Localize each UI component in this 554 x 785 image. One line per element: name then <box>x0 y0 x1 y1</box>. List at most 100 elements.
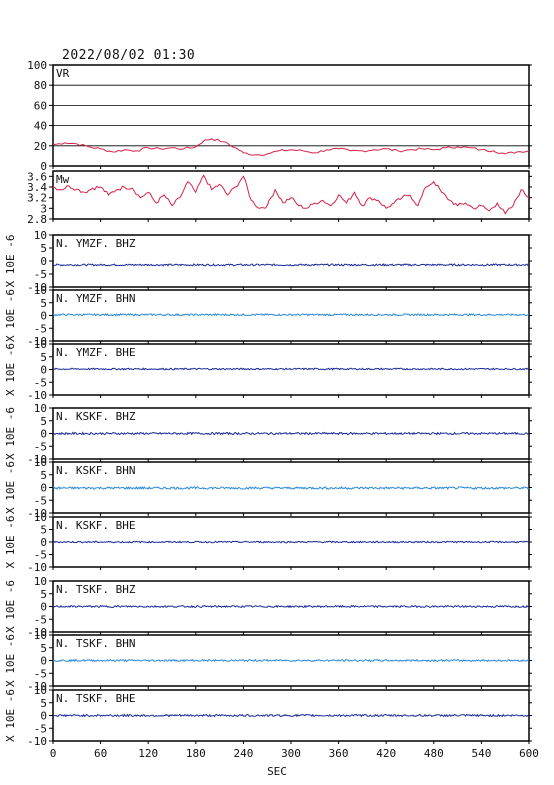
panel-vr-label: VR <box>56 67 70 80</box>
panel-vr-ytick-label: 80 <box>34 79 47 92</box>
panel-n-tskf-bhn-ytick-label: 10 <box>34 629 47 642</box>
x-axis-label: SEC <box>267 765 287 778</box>
panel-n-tskf-bhn-ytick-label: 0 <box>40 655 47 668</box>
panel-n-kskf-bhz-label: N. KSKF. BHZ <box>56 410 136 423</box>
chart-title: 2022/08/02 01:30 <box>62 48 196 63</box>
panel-vr-ytick-label: 40 <box>34 120 47 133</box>
panel-n-tskf-bhe-label: N. TSKF. BHE <box>56 692 135 705</box>
panel-n-ymzf-bhe-ytick-label: 10 <box>34 338 47 351</box>
panel-mw-ytick-label: 3.2 <box>27 192 47 205</box>
panel-mw-ytick-label: 3 <box>40 202 47 215</box>
panel-n-ymzf-bhz-series-line <box>52 263 530 267</box>
panel-n-ymzf-bhz-label: N. YMZF. BHZ <box>56 237 136 250</box>
x-tick-label: 540 <box>471 747 491 760</box>
panel-n-kskf-bhn-series-line <box>52 485 530 491</box>
panel-n-ymzf-bhn-ytick-label: -5 <box>34 322 47 335</box>
panel-vr-ytick-label: 20 <box>34 140 47 153</box>
panel-n-kskf-bhn-unit-label: X 10E -6 <box>4 461 17 514</box>
panel-n-tskf-bhz-ytick-label: 10 <box>34 575 47 588</box>
panel-vr-ytick-label: 100 <box>27 59 47 72</box>
x-tick-label: 300 <box>281 747 301 760</box>
panel-vr-ytick-label: 60 <box>34 99 47 112</box>
panel-mw-series-line <box>52 174 530 215</box>
panel-vr-ytick-label: 0 <box>40 160 47 173</box>
panel-n-tskf-bhn-ytick-label: 5 <box>40 642 47 655</box>
panel-n-tskf-bhe-series-line <box>52 713 530 718</box>
x-tick-label: 180 <box>186 747 206 760</box>
panel-n-tskf-bhe-ytick-label: -5 <box>34 722 47 735</box>
panel-n-kskf-bhe-ytick-label: 0 <box>40 536 47 549</box>
panel-n-tskf-bhz-ytick-label: 0 <box>40 601 47 614</box>
panel-n-tskf-bhz-ytick-label: 5 <box>40 588 47 601</box>
panel-n-kskf-bhe-ytick-label: -10 <box>27 561 47 574</box>
panel-n-tskf-bhz-series-line <box>52 604 530 609</box>
panel-n-tskf-bhn-ytick-label: -5 <box>34 667 47 680</box>
panel-n-ymzf-bhz-unit-label: X 10E -6 <box>4 235 17 288</box>
panel-n-kskf-bhe-unit-label: X 10E -6 <box>4 516 17 569</box>
panel-n-ymzf-bhe-label: N. YMZF. BHE <box>56 346 135 359</box>
x-tick-label: 240 <box>233 747 253 760</box>
panel-n-tskf-bhn-unit-label: X 10E -6 <box>4 634 17 687</box>
panel-n-kskf-bhn-ytick-label: 10 <box>34 456 47 469</box>
panel-n-ymzf-bhn-label: N. YMZF. BHN <box>56 292 135 305</box>
panel-n-kskf-bhz-ytick-label: 0 <box>40 428 47 441</box>
panel-n-tskf-bhz-ytick-label: -10 <box>27 626 47 639</box>
panel-n-kskf-bhn-ytick-label: 0 <box>40 482 47 495</box>
panel-vr-frame <box>52 64 530 167</box>
panel-n-tskf-bhn-series-line <box>52 658 530 663</box>
panel-n-tskf-bhn-ytick-label: -10 <box>27 680 47 693</box>
panel-n-ymzf-bhz-ytick-label: 10 <box>34 229 47 242</box>
panel-n-ymzf-bhz-ytick-label: 5 <box>40 242 47 255</box>
panel-n-ymzf-bhn-series-line <box>52 313 530 317</box>
panel-n-kskf-bhe-ytick-label: 10 <box>34 511 47 524</box>
panel-n-ymzf-bhe-ytick-label: 0 <box>40 364 47 377</box>
panel-n-tskf-bhe-unit-label: X 10E -6 <box>4 689 17 742</box>
panel-mw-ytick-label: 2.8 <box>27 213 47 226</box>
panel-vr-series-line <box>52 138 530 156</box>
panel-n-tskf-bhn-label: N. TSKF. BHN <box>56 637 135 650</box>
x-tick-label: 120 <box>138 747 158 760</box>
panel-mw-ytick-label: 3.6 <box>27 170 47 183</box>
x-tick-label: 420 <box>376 747 396 760</box>
panel-mw-label: Mw <box>56 173 70 186</box>
panel-n-tskf-bhz-label: N. TSKF. BHZ <box>56 583 136 596</box>
panel-mw-ytick-label: 3.4 <box>27 181 47 194</box>
panel-n-ymzf-bhn-ytick-label: 5 <box>40 297 47 310</box>
panel-n-kskf-bhe-series-line <box>52 540 530 544</box>
panel-n-ymzf-bhe-ytick-label: -10 <box>27 389 47 402</box>
panel-n-ymzf-bhn-ytick-label: 10 <box>34 284 47 297</box>
panel-n-ymzf-bhe-ytick-label: 5 <box>40 351 47 364</box>
panel-n-tskf-bhe-ytick-label: 5 <box>40 697 47 710</box>
panel-n-ymzf-bhn-ytick-label: 0 <box>40 310 47 323</box>
panel-n-kskf-bhz-unit-label: X 10E -6 <box>4 407 17 460</box>
panel-n-tskf-bhe-ytick-label: 0 <box>40 710 47 723</box>
panel-n-tskf-bhe-ytick-label: -10 <box>27 735 47 748</box>
panel-n-kskf-bhz-ytick-label: -10 <box>27 453 47 466</box>
panel-n-kskf-bhn-ytick-label: -5 <box>34 494 47 507</box>
x-tick-label: 60 <box>94 747 107 760</box>
panel-n-ymzf-bhn-ytick-label: -10 <box>27 335 47 348</box>
panel-n-ymzf-bhe-series-line <box>52 367 530 371</box>
panel-n-ymzf-bhe-ytick-label: -5 <box>34 376 47 389</box>
panel-n-kskf-bhe-ytick-label: 5 <box>40 524 47 537</box>
panel-n-kskf-bhz-ytick-label: 10 <box>34 402 47 415</box>
panel-n-kskf-bhn-label: N. KSKF. BHN <box>56 464 135 477</box>
panel-n-ymzf-bhe-unit-label: X 10E -6 <box>4 343 17 396</box>
panel-n-ymzf-bhz-ytick-label: -10 <box>27 281 47 294</box>
panel-n-ymzf-bhn-unit-label: X 10E -6 <box>4 289 17 342</box>
panel-n-tskf-bhe-ytick-label: 10 <box>34 684 47 697</box>
panel-n-kskf-bhz-ytick-label: -5 <box>34 440 47 453</box>
panel-n-kskf-bhz-series-line <box>52 431 530 436</box>
x-tick-label: 360 <box>329 747 349 760</box>
panel-n-kskf-bhz-ytick-label: 5 <box>40 415 47 428</box>
panel-n-kskf-bhn-ytick-label: -10 <box>27 507 47 520</box>
panel-n-kskf-bhe-ytick-label: -5 <box>34 549 47 562</box>
panel-n-ymzf-bhz-ytick-label: -5 <box>34 268 47 281</box>
panel-n-tskf-bhz-unit-label: X 10E -6 <box>4 580 17 633</box>
panel-n-tskf-bhz-ytick-label: -5 <box>34 613 47 626</box>
x-tick-label: 480 <box>424 747 444 760</box>
panel-mw-frame <box>52 170 530 220</box>
panel-n-kskf-bhn-ytick-label: 5 <box>40 469 47 482</box>
